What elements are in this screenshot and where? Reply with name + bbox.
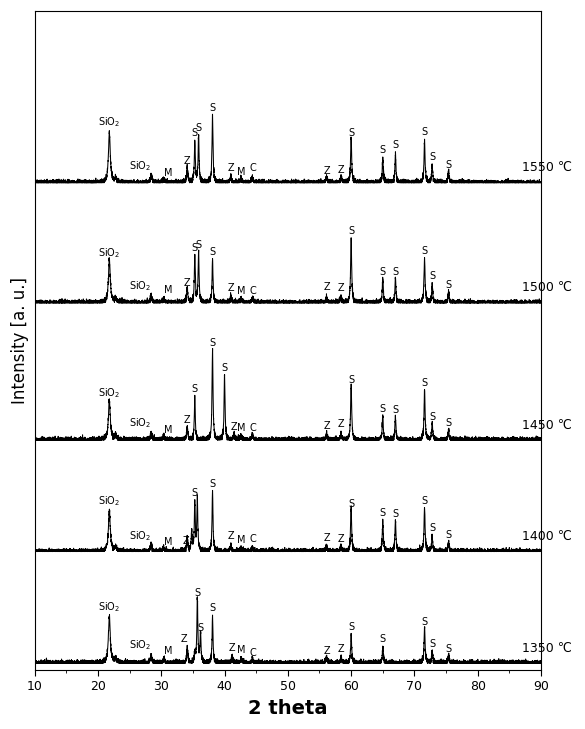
Text: S: S: [393, 267, 398, 277]
Text: S: S: [192, 243, 198, 253]
Text: S: S: [197, 623, 204, 633]
Text: Z: Z: [338, 534, 345, 544]
Text: Z: Z: [338, 644, 345, 654]
Text: M: M: [237, 424, 245, 433]
Text: S: S: [422, 617, 428, 627]
Text: S: S: [348, 128, 354, 138]
Text: Z: Z: [228, 531, 234, 541]
Text: Z: Z: [338, 283, 345, 293]
Text: M: M: [164, 537, 173, 547]
Y-axis label: Intensity [a. u.]: Intensity [a. u.]: [11, 277, 29, 404]
Text: SiO$_2$: SiO$_2$: [129, 279, 151, 293]
Text: SiO$_2$: SiO$_2$: [129, 639, 151, 652]
Text: SiO$_2$: SiO$_2$: [129, 529, 151, 543]
Text: S: S: [209, 247, 216, 257]
Text: SiO$_2$: SiO$_2$: [129, 416, 151, 429]
Text: S: S: [393, 140, 398, 150]
Text: M: M: [164, 285, 173, 295]
Text: S: S: [192, 488, 198, 498]
Text: Z: Z: [228, 284, 234, 294]
Text: S: S: [192, 383, 198, 394]
Text: Z: Z: [323, 533, 330, 543]
Text: Z: Z: [323, 166, 330, 176]
Text: S: S: [209, 103, 216, 113]
Text: S: S: [446, 160, 452, 171]
Text: S: S: [348, 499, 354, 510]
Text: C: C: [249, 163, 256, 173]
Text: S: S: [195, 240, 202, 249]
Text: S: S: [429, 523, 435, 533]
Text: S: S: [222, 363, 228, 373]
Text: S: S: [380, 268, 386, 277]
Text: S: S: [209, 479, 216, 488]
Text: S: S: [209, 338, 216, 348]
Text: 1350 ℃: 1350 ℃: [522, 642, 572, 655]
Text: M: M: [237, 535, 245, 545]
Text: S: S: [380, 145, 386, 155]
Text: Z: Z: [338, 165, 345, 175]
Text: S: S: [380, 634, 386, 644]
Text: S: S: [194, 588, 201, 599]
X-axis label: 2 theta: 2 theta: [248, 699, 328, 718]
Text: M: M: [164, 425, 173, 434]
Text: M: M: [237, 286, 245, 296]
Text: Z: Z: [230, 421, 238, 432]
Text: S: S: [446, 281, 452, 290]
Text: 1400 ℃: 1400 ℃: [522, 530, 572, 543]
Text: C: C: [249, 286, 256, 296]
Text: S: S: [422, 496, 428, 506]
Text: S: S: [429, 152, 435, 162]
Text: S: S: [422, 246, 428, 256]
Text: Z: Z: [338, 419, 345, 429]
Text: S: S: [195, 123, 202, 133]
Text: S: S: [393, 510, 398, 519]
Text: 1550 ℃: 1550 ℃: [522, 161, 572, 174]
Text: S: S: [380, 508, 386, 518]
Text: S: S: [446, 644, 452, 654]
Text: M: M: [237, 645, 245, 655]
Text: S: S: [422, 378, 428, 388]
Text: SiO$_2$: SiO$_2$: [98, 494, 121, 508]
Text: S: S: [348, 375, 354, 385]
Text: 1500 ℃: 1500 ℃: [522, 281, 572, 295]
Text: Z: Z: [228, 163, 234, 173]
Text: 1450 ℃: 1450 ℃: [522, 418, 572, 432]
Text: Z: Z: [184, 155, 191, 165]
Text: Z: Z: [323, 646, 330, 656]
Text: M: M: [164, 647, 173, 656]
Text: S: S: [380, 404, 386, 414]
Text: Z: Z: [229, 643, 235, 652]
Text: S: S: [209, 604, 216, 613]
Text: M: M: [237, 167, 245, 177]
Text: C: C: [249, 423, 256, 432]
Text: C: C: [249, 648, 256, 658]
Text: S: S: [348, 622, 354, 631]
Text: Z: Z: [184, 278, 191, 288]
Text: SiO$_2$: SiO$_2$: [98, 115, 121, 129]
Text: Z: Z: [184, 415, 191, 425]
Text: Z: Z: [323, 421, 330, 431]
Text: Z: Z: [181, 634, 187, 644]
Text: SiO$_2$: SiO$_2$: [98, 601, 121, 615]
Text: M: M: [164, 168, 173, 178]
Text: C: C: [249, 534, 256, 545]
Text: S: S: [429, 270, 435, 281]
Text: SiO$_2$: SiO$_2$: [98, 386, 121, 399]
Text: S: S: [348, 226, 354, 236]
Text: Z: Z: [183, 536, 190, 546]
Text: S: S: [429, 639, 435, 649]
Text: SiO$_2$: SiO$_2$: [98, 246, 121, 260]
Text: S: S: [192, 128, 198, 139]
Text: S: S: [393, 405, 398, 415]
Text: S: S: [446, 531, 452, 540]
Text: Z: Z: [323, 282, 330, 292]
Text: S: S: [422, 128, 428, 138]
Text: S: S: [429, 412, 435, 422]
Text: S: S: [446, 418, 452, 428]
Text: SiO$_2$: SiO$_2$: [129, 159, 151, 173]
